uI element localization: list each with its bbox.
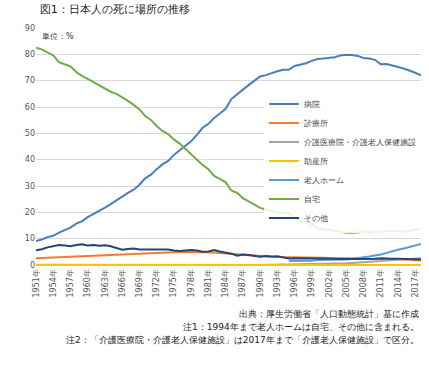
svg-text:出典：厚生労働省「人口動態統計」基に作成: 出典：厚生労働省「人口動態統計」基に作成	[239, 309, 419, 319]
svg-text:1984年: 1984年	[221, 269, 230, 297]
svg-text:1975年: 1975年	[170, 269, 179, 297]
svg-text:30: 30	[25, 182, 35, 191]
svg-text:2005年: 2005年	[342, 269, 351, 297]
svg-text:1957年: 1957年	[66, 269, 75, 297]
svg-text:1999年: 1999年	[307, 269, 316, 297]
svg-text:2014年: 2014年	[394, 269, 403, 297]
svg-text:図1：日本人の死に場所の推移: 図1：日本人の死に場所の推移	[40, 3, 190, 16]
svg-text:診療所: 診療所	[304, 119, 328, 128]
svg-text:注2：「介護医療院・介護老人保健施設」は2017年まで「介護: 注2：「介護医療院・介護老人保健施設」は2017年まで「介護老人保健施設」で区分…	[66, 335, 419, 345]
svg-text:2002年: 2002年	[325, 269, 334, 297]
svg-text:介護医療院・介護老人保健施設: 介護医療院・介護老人保健施設	[304, 138, 416, 147]
svg-text:80: 80	[25, 50, 35, 59]
svg-text:2011年: 2011年	[376, 269, 385, 297]
svg-text:単位：%: 単位：%	[42, 32, 74, 41]
svg-text:1951年: 1951年	[32, 269, 41, 297]
svg-text:1954年: 1954年	[49, 269, 58, 297]
svg-text:1972年: 1972年	[152, 269, 161, 297]
svg-text:1993年: 1993年	[273, 269, 282, 297]
svg-text:1969年: 1969年	[135, 269, 144, 297]
svg-text:老人ホーム: 老人ホーム	[304, 176, 344, 185]
svg-text:その他: その他	[304, 214, 328, 223]
svg-text:2008年: 2008年	[359, 269, 368, 297]
svg-text:1981年: 1981年	[204, 269, 213, 297]
svg-text:1987年: 1987年	[238, 269, 247, 297]
svg-text:20: 20	[25, 208, 35, 217]
svg-text:助産所: 助産所	[304, 157, 328, 166]
svg-text:1990年: 1990年	[256, 269, 265, 297]
svg-text:60: 60	[25, 103, 35, 112]
svg-text:注1：1994年まで老人ホームは自宅、その他に含まれる。: 注1：1994年まで老人ホームは自宅、その他に含まれる。	[183, 322, 419, 332]
svg-text:自宅: 自宅	[304, 195, 320, 204]
svg-text:2017年: 2017年	[411, 269, 420, 297]
svg-text:1960年: 1960年	[83, 269, 92, 297]
svg-text:40: 40	[25, 155, 35, 164]
svg-text:0: 0	[30, 261, 35, 270]
svg-text:1966年: 1966年	[118, 269, 127, 297]
svg-text:10: 10	[25, 234, 35, 243]
svg-text:1963年: 1963年	[101, 269, 110, 297]
svg-text:90: 90	[25, 24, 35, 33]
svg-text:病院: 病院	[304, 100, 320, 109]
svg-text:1996年: 1996年	[290, 269, 299, 297]
svg-text:50: 50	[25, 129, 35, 138]
svg-text:1978年: 1978年	[187, 269, 196, 297]
svg-text:70: 70	[25, 76, 35, 85]
